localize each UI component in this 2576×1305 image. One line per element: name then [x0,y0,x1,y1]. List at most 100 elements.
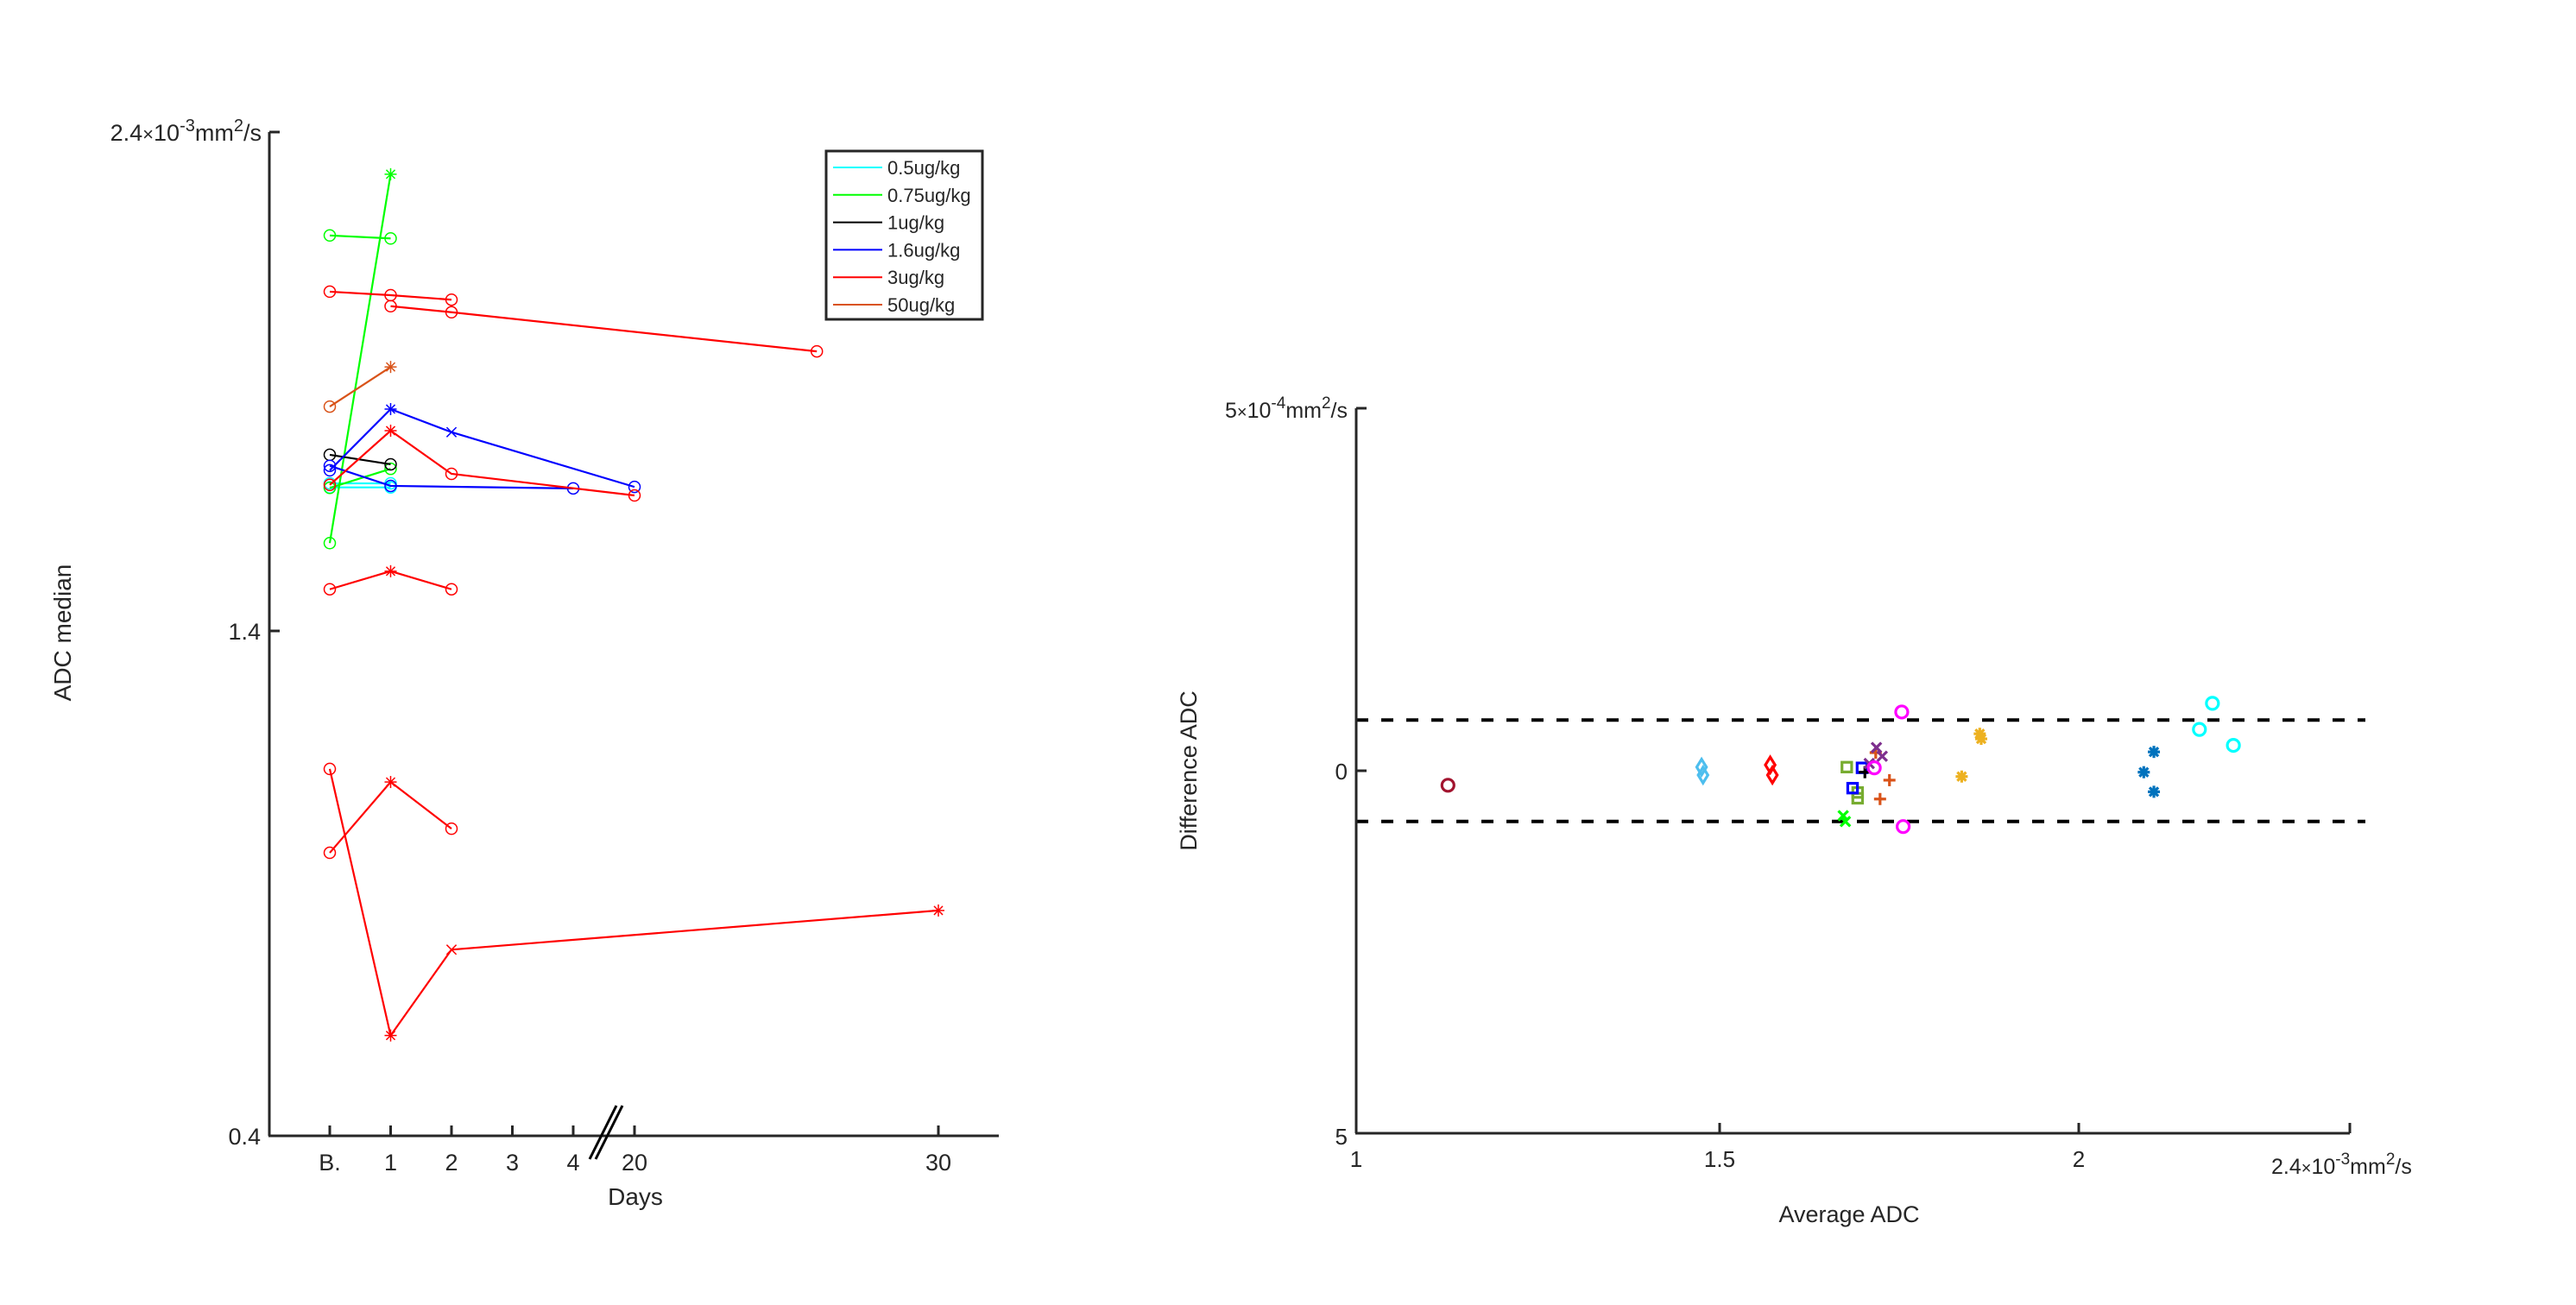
scatter-point [2137,766,2150,779]
unit-suffix: /s [1331,399,1348,423]
data-point [445,822,458,835]
data-point [384,232,397,245]
scatter-point [1883,773,1896,786]
data-point [384,479,397,493]
scatter-point [2192,722,2207,737]
unit-prefix: 2.4 [2271,1155,2301,1179]
left-x-tick-label: B. [319,1150,341,1176]
left-y-axis-label: ADC median [49,564,76,702]
scatter-point [1440,778,1455,793]
data-point [323,762,337,776]
scatter-point [1695,756,1708,778]
series-50ug/kg [323,361,397,413]
legend-entry: 1ug/kg [833,212,944,234]
right-x-unit-label: 2.4×10-3mm2/s [2271,1151,2412,1179]
limits-of-agreement-layer [1356,718,2365,823]
right-x-tick-label-1.5: 1.5 [1704,1146,1735,1172]
legend: 0.5ug/kg 0.75ug/kg 1ug/kg 1.6ug/kg 3ug/k… [824,149,984,321]
right-chart: 5×10-4mm2/s 0 5 1 1.5 2 2.4×10-3mm2/s Av… [1176,394,2412,1227]
legend-entry: 1.6ug/kg [833,239,960,261]
scatter-point [2205,696,2220,711]
right-x-tick-label-1: 1 [1350,1146,1362,1172]
scatter-point [1846,781,1859,795]
data-point [384,402,397,415]
series-0.75ug/kg [323,229,397,245]
left-y-tick-label-1.4: 1.4 [228,619,261,645]
left-x-tick-label: 1 [384,1150,397,1176]
series-line [329,464,574,489]
series-line [329,366,392,408]
data-point [445,467,458,481]
unit-times: × [2301,1159,2312,1178]
legend-label: 1ug/kg [887,212,944,234]
data-point [384,299,397,313]
legend-entry: 0.75ug/kg [833,185,971,206]
scatter-point [1896,819,1911,835]
data-point [384,167,397,180]
data-point [323,229,337,243]
series-line [390,305,818,353]
data-point [323,400,337,413]
series-3ug/kg [323,776,458,860]
data-point [384,457,397,471]
data-point [445,306,458,319]
left-y-unit-label: 2.4×10-3mm2/s [110,117,262,146]
data-point [445,293,458,306]
scatter-point [1839,816,1852,828]
left-x-tick-label: 3 [506,1150,519,1176]
series-3ug/kg [323,564,458,596]
scatter-point [1876,750,1889,762]
scatter-point [2148,746,2161,759]
right-points-layer [1440,696,2241,835]
data-point [384,776,397,789]
unit-mm: mm [1285,399,1322,423]
series-0.75ug/kg [323,462,397,495]
data-point [323,285,337,299]
left-x-tick-label: 30 [925,1150,951,1176]
data-point [323,846,337,860]
legend-label: 0.75ug/kg [887,185,971,206]
right-y-axis-label: Difference ADC [1176,690,1202,851]
legend-label: 0.5ug/kg [887,157,960,179]
scatter-point [1866,760,1882,776]
series-line [329,234,391,240]
data-point [384,564,397,577]
data-point [323,583,337,596]
series-line [329,290,452,301]
unit-exp: -4 [1271,394,1285,413]
data-point [323,536,337,550]
left-x-axis-label: Days [608,1183,663,1210]
unit-mm-exp: 2 [1322,394,1331,413]
series-3ug/kg [323,762,944,1042]
axis-break-icon [588,1105,624,1160]
scatter-point [1873,792,1886,805]
data-point [384,1029,397,1042]
unit-times: × [1237,403,1247,422]
right-y-unit-label: 5×10-4mm2/s [1225,394,1348,423]
unit-base: 10 [154,120,180,146]
legend-entry: 0.5ug/kg [833,157,960,179]
legend-label: 50ug/kg [887,294,955,316]
data-point [323,463,337,477]
unit-times: × [142,123,154,145]
data-point [445,426,458,438]
left-x-ticks: B. 1 2 3 4 20 30 [319,1125,951,1176]
unit-mm-exp: 2 [234,117,243,136]
series-line [328,768,939,1038]
right-x-tick-label-2: 2 [2073,1146,2085,1172]
unit-suffix: /s [243,120,262,146]
series-line [329,429,635,497]
data-point [384,424,397,437]
series-line [329,407,635,489]
data-point [932,904,944,917]
right-y-tick-label-0: 0 [1335,759,1348,785]
scatter-point [2226,737,2241,753]
data-point [323,459,337,472]
scatter-point [1870,741,1883,753]
right-y-tick-label-bottom: 5 [1335,1124,1348,1150]
left-series-layer [323,167,944,1042]
legend-label: 1.6ug/kg [887,239,960,261]
unit-mm-exp: 2 [2386,1151,2396,1169]
series-1.6ug/kg [323,402,641,494]
